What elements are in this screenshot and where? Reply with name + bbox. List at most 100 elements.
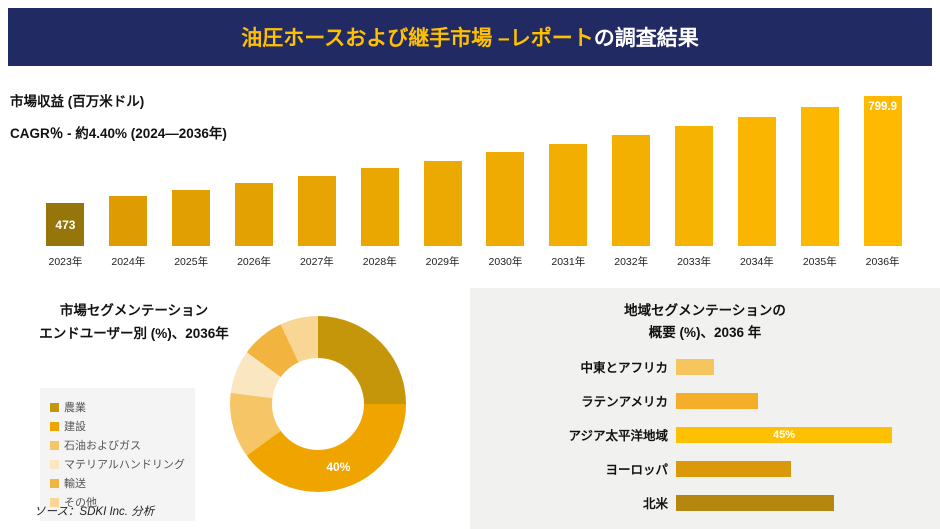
legend-item: 石油およびガス <box>50 437 185 453</box>
revenue-chart-info: 市場収益 (百万米ドル) CAGR％ - 約4.40% (2024―2036年) <box>10 90 227 142</box>
revenue-bar <box>612 135 651 246</box>
axis-year-label: 2026年 <box>237 256 271 268</box>
pie-title: 市場セグメンテーション エンドユーザー別 (%)、2036年 <box>16 300 252 346</box>
region-row: アジア太平洋地域 45% <box>470 425 940 444</box>
revenue-col: 2030年 <box>474 94 537 270</box>
region-title: 地域セグメンテーションの 概要 (%)、2036 年 <box>470 300 940 343</box>
revenue-col: 2026年 <box>223 94 286 270</box>
legend-label: 建設 <box>64 421 86 433</box>
legend-item: マテリアルハンドリング <box>50 456 185 472</box>
donut-legend: 農業建設石油およびガスマテリアルハンドリング 輸送その他 <box>40 388 195 521</box>
legend-label: マテリアルハンドリング <box>64 459 185 471</box>
revenue-bar <box>549 144 588 246</box>
axis-year-label: 2029年 <box>425 256 460 268</box>
region-row: ヨーロッパ <box>470 459 940 478</box>
region-row: ラテンアメリカ <box>470 391 940 410</box>
source-note: ソース：SDKI Inc. 分析 <box>34 506 155 518</box>
revenue-chart: 473 2023年 2024年 2025年 2026年 2027年 2028年 2029年 20… <box>34 94 914 270</box>
revenue-bar <box>109 196 148 246</box>
legend-label: 農業 <box>64 402 86 414</box>
region-bar <box>676 494 834 511</box>
region-bar <box>676 392 758 409</box>
revenue-col: 799.9 2036年 <box>851 94 914 270</box>
revenue-col: 2027年 <box>285 94 348 270</box>
axis-year-label: 2024年 <box>111 256 146 268</box>
region-row: 北米 <box>470 493 940 512</box>
region-bar: 45% <box>676 426 892 443</box>
legend-item: その他 <box>50 494 185 510</box>
revenue-bar <box>423 161 462 246</box>
revenue-bar <box>172 190 211 246</box>
legend-label: その他 <box>64 497 97 509</box>
revenue-cagr: CAGR％ - 約4.40% (2024―2036年) <box>10 126 227 141</box>
revenue-col: 2032年 <box>600 94 663 270</box>
page-title-rest: の調査結果 <box>593 27 699 50</box>
revenue-col: 2035年 <box>788 94 851 270</box>
revenue-section: 市場収益 (百万米ドル) CAGR％ - 約4.40% (2024―2036年)… <box>0 70 940 289</box>
region-label: 中東とアフリカ <box>580 361 668 376</box>
axis-year-label: 2030年 <box>488 256 523 268</box>
axis-year-label: 2028年 <box>362 256 397 268</box>
revenue-bar <box>486 152 525 246</box>
legend-label: 石油およびガス <box>64 440 141 452</box>
axis-year-label: 2036年 <box>865 256 900 268</box>
region-row: 中東とアフリカ <box>470 357 940 376</box>
axis-year-label: 2023年 <box>48 256 83 268</box>
pie-title-line1: 市場セグメンテーション <box>59 303 209 318</box>
revenue-col: 2034年 <box>725 94 788 270</box>
region-label: ラテンアメリカ <box>581 395 668 410</box>
title-banner: 油圧ホースおよび継手市場 –レポート の調査結果 <box>8 8 932 66</box>
revenue-bar <box>675 126 714 246</box>
legend-swatch <box>50 459 59 469</box>
axis-year-label: 2035年 <box>802 256 837 268</box>
donut: 40% <box>230 316 406 492</box>
revenue-col: 2024年 <box>97 94 160 270</box>
region-bar <box>676 358 714 375</box>
revenue-bar <box>800 107 839 246</box>
region-label: アジア太平洋地域 <box>568 429 668 444</box>
bar-value-label: 473 <box>55 217 76 232</box>
axis-year-label: 2031年 <box>551 256 586 268</box>
axis-year-label: 2034年 <box>739 256 774 268</box>
legend-swatch <box>50 497 59 507</box>
revenue-bar <box>297 176 336 246</box>
revenue-col: 2025年 <box>160 94 223 270</box>
axis-year-label: 2027年 <box>299 256 334 268</box>
region-rows: 中東とアフリカ ラテンアメリカアジア太平洋地域 45% ヨーロッパ北米 <box>470 357 940 512</box>
region-title-line2: 概要 (%)、2036 年 <box>648 324 762 340</box>
revenue-col: 473 2023年 <box>34 94 97 270</box>
revenue-bar: 799.9 <box>863 96 902 246</box>
legend-item: 輸送 <box>50 475 185 491</box>
region-panel: 地域セグメンテーションの 概要 (%)、2036 年 中東とアフリカ ラテンアメリ… <box>470 288 940 529</box>
revenue-bar <box>235 183 273 246</box>
legend-item: 農業 <box>50 399 185 415</box>
revenue-bar: 473 <box>46 203 85 246</box>
donut-value-label: 40% <box>326 459 351 474</box>
revenue-col: 2028年 <box>348 94 411 270</box>
page-title-highlight: 油圧ホースおよび継手市場 –レポート <box>241 27 594 50</box>
region-label: ヨーロッパ <box>605 463 668 478</box>
donut-hole <box>272 358 364 450</box>
region-bar <box>676 460 791 477</box>
legend-swatch <box>50 440 59 450</box>
legend-swatch <box>50 402 59 412</box>
legend-item: 建設 <box>50 418 185 434</box>
legend-swatch <box>50 478 59 488</box>
revenue-bar <box>737 117 776 246</box>
legend-swatch <box>50 421 59 431</box>
enduser-panel: 市場セグメンテーション エンドユーザー別 (%)、2036年 農業建設石油および… <box>0 288 470 529</box>
bar-value-label: 799.9 <box>868 101 897 113</box>
revenue-title: 市場収益 (百万米ドル) <box>10 94 145 109</box>
revenue-col: 2029年 <box>411 94 474 270</box>
revenue-col: 2033年 <box>663 94 726 270</box>
pie-title-line2: エンドユーザー別 (%)、2036年 <box>39 325 229 341</box>
region-label: 北米 <box>642 497 668 512</box>
legend-label: 輸送 <box>64 478 86 490</box>
axis-year-label: 2033年 <box>677 256 711 268</box>
axis-year-label: 2032年 <box>614 256 649 268</box>
axis-year-label: 2025年 <box>174 256 209 268</box>
region-title-line1: 地域セグメンテーションの <box>624 303 786 318</box>
region-value-label: 45% <box>772 428 796 441</box>
revenue-col: 2031年 <box>537 94 600 270</box>
